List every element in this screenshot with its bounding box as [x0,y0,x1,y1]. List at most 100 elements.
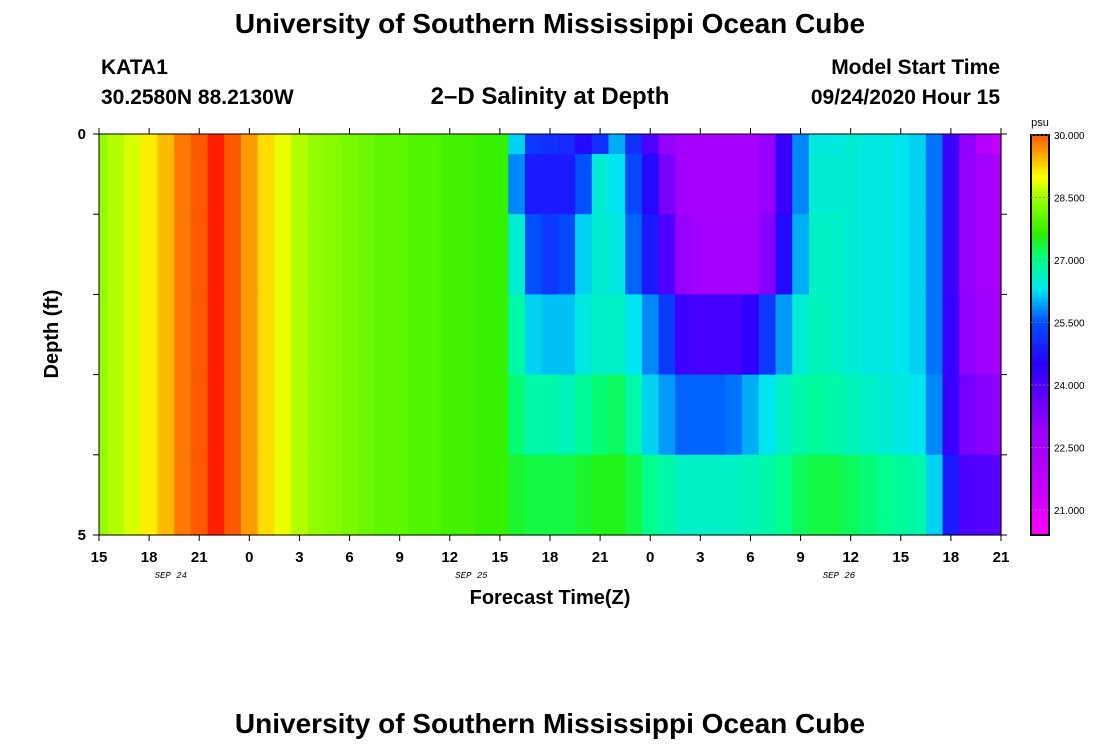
colorbar-segment [1031,207,1049,210]
heatmap-cell [758,454,777,536]
heatmap-cell [174,154,192,215]
heatmap-cell [240,454,259,536]
heatmap-cell [975,294,994,376]
heatmap-cell [625,214,643,295]
heatmap-cell [859,134,877,155]
colorbar-segment [1031,267,1049,270]
heatmap-cell [240,214,259,295]
colorbar-segment [1031,143,1049,146]
colorbar-segment [1031,479,1049,482]
heatmap-cell [959,214,977,295]
heatmap-cell [307,154,326,215]
colorbar-segment [1031,401,1049,404]
heatmap-cell [99,454,108,536]
heatmap-cell [875,134,894,155]
heatmap-cell [391,454,409,536]
heatmap-cell [541,154,559,215]
heatmap-cell [224,454,242,536]
colorbar-segment [1031,463,1049,466]
heatmap-cell [641,294,660,376]
heatmap-cell [307,214,326,295]
colorbar-segment [1031,299,1049,302]
colorbar-segment [1031,431,1049,434]
colorbar-segment [1031,247,1049,250]
heatmap-cell [274,134,292,155]
heatmap-cell [391,214,409,295]
heatmap-cell [742,454,760,536]
colorbar-segment [1031,395,1049,398]
colorbar-segment [1031,333,1049,336]
heatmap-cell [508,214,526,295]
colorbar-segment [1031,203,1049,206]
colorbar-label: 21.000 [1054,506,1085,517]
colorbar-segment [1031,365,1049,368]
heatmap-cell [591,294,610,376]
colorbar-segment [1031,293,1049,296]
colorbar-segment [1031,515,1049,518]
colorbar-segment [1031,419,1049,422]
x-tick-label: 21 [592,549,609,566]
colorbar-segment [1031,421,1049,424]
heatmap-cell [341,294,359,376]
heatmap-cell [224,294,242,376]
colorbar-segment [1031,187,1049,190]
heatmap-cell [324,214,342,295]
heatmap-cell [124,294,142,376]
colorbar-segment [1031,291,1049,294]
heatmap-cell [758,134,777,155]
heatmap-cell [942,134,960,155]
heatmap-cell [524,294,543,376]
heatmap-cell [725,134,743,155]
heatmap-cell [291,374,309,456]
colorbar-segment [1031,397,1049,400]
colorbar-segment [1031,295,1049,298]
heatmap-cell [190,294,209,376]
heatmap-cell [441,214,459,295]
heatmap-cell [541,134,559,155]
colorbar-segment [1031,245,1049,248]
heatmap-cell [491,154,509,215]
heatmap-cell [742,214,760,295]
heatmap-cell [99,374,108,456]
heatmap-cell [742,294,760,376]
heatmap-cell [458,134,476,155]
colorbar-segment [1031,409,1049,412]
colorbar-segment [1031,415,1049,418]
heatmap-cell [374,154,392,215]
colorbar-segment [1031,357,1049,360]
heatmap-cell [708,134,726,155]
colorbar-segment [1031,161,1049,164]
date-label: SEP 24 [155,571,187,581]
heatmap-cell [257,214,275,295]
heatmap-cell [541,214,559,295]
heatmap-cell [541,374,559,456]
y-tick-label: 5 [78,527,86,544]
heatmap-cell [207,294,225,376]
heatmap-cell [474,374,493,456]
colorbar-segment [1031,399,1049,402]
date-label: SEP 25 [455,571,488,581]
heatmap-cell [808,134,827,155]
colorbar-segment [1031,469,1049,472]
colorbar-segment [1031,265,1049,268]
colorbar-segment [1031,251,1049,254]
colorbar-segment [1031,219,1049,222]
heatmap-cell [708,374,726,456]
heatmap-cell [842,154,860,215]
colorbar-segment [1031,221,1049,224]
heatmap-cell [374,294,392,376]
colorbar-label: 25.500 [1054,319,1085,330]
colorbar-segment [1031,467,1049,470]
x-tick-label: 18 [141,549,158,566]
heatmap-cell [357,374,376,456]
colorbar-segment [1031,179,1049,182]
x-tick-label: 15 [492,549,509,566]
heatmap-cell [224,134,242,155]
colorbar-label: 30.000 [1054,131,1085,142]
heatmap-cell [742,154,760,215]
heatmap-cell [291,214,309,295]
heatmap-cell [575,454,593,536]
heatmap-cell [458,214,476,295]
heatmap-cell [374,454,392,536]
colorbar-segment [1031,505,1049,508]
